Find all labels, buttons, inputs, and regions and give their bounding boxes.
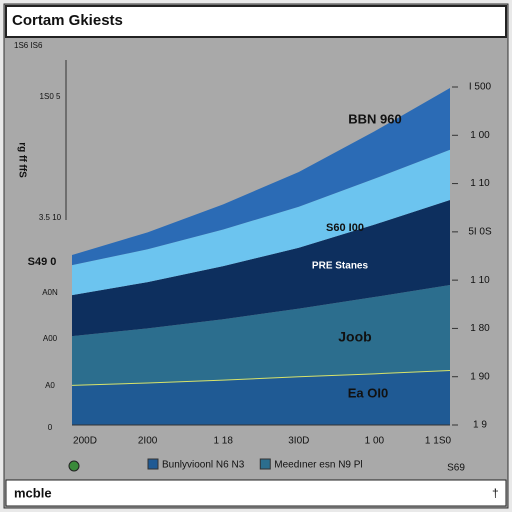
area	[72, 369, 450, 425]
title-bar	[5, 5, 507, 38]
annotation: BBN 960	[348, 111, 401, 126]
y-tick-label: 1 10	[470, 178, 490, 189]
x-tick-label: 200D	[73, 436, 97, 447]
chart-title: Cortam Gkiests	[12, 12, 123, 29]
annotation: S60 I00	[326, 222, 364, 234]
y-tick-label: 5I 0S	[468, 226, 492, 237]
left-axis-label: 3.5 10	[39, 213, 62, 222]
left-axis-label: A00	[43, 334, 58, 343]
legend-label: Bunlyvioonl N6 N3	[162, 460, 245, 471]
x-tick-label: 1 1S0	[425, 436, 452, 447]
annotation: PRE Stanes	[312, 261, 369, 272]
y-tick-label: I 500	[469, 82, 492, 93]
left-axis-label: 0	[48, 423, 53, 432]
x-tick-label: 2I00	[138, 436, 158, 447]
corner-label: 1S6 IS6	[14, 41, 43, 50]
area	[72, 87, 450, 266]
x-tick-label: 1 00	[365, 436, 385, 447]
footer-icon[interactable]: †	[492, 486, 499, 500]
left-axis-label: A0N	[42, 288, 58, 297]
legend-swatch	[147, 458, 159, 470]
left-axis-label: 1S0 5	[40, 92, 61, 101]
y-tick-label: 1 10	[470, 275, 490, 286]
x-tick-label: 3I0D	[288, 436, 309, 447]
left-axis-label: S49 0	[28, 256, 57, 268]
badge: S69	[447, 463, 465, 474]
x-tick-label: 1 18	[213, 436, 233, 447]
area	[72, 199, 450, 337]
footer-bar	[5, 479, 507, 507]
legend-label: Meedıner esn N9 Pl	[274, 460, 362, 471]
area	[72, 284, 450, 385]
annotation: Joob	[338, 329, 371, 345]
legend-swatch	[259, 458, 271, 470]
y-axis-label: rg ff ffS	[16, 142, 27, 178]
y-tick-label: 1 9	[473, 420, 487, 431]
annotation: Ea OI0	[348, 385, 388, 400]
y-tick-label: 1 90	[470, 371, 490, 382]
footer-text[interactable]: mcble	[14, 485, 52, 500]
area	[72, 149, 450, 296]
y-tick-label: 1 00	[470, 130, 490, 141]
y-tick-label: 1 80	[470, 323, 490, 334]
left-axis-label: A0	[45, 381, 55, 390]
status-dot	[68, 460, 80, 472]
